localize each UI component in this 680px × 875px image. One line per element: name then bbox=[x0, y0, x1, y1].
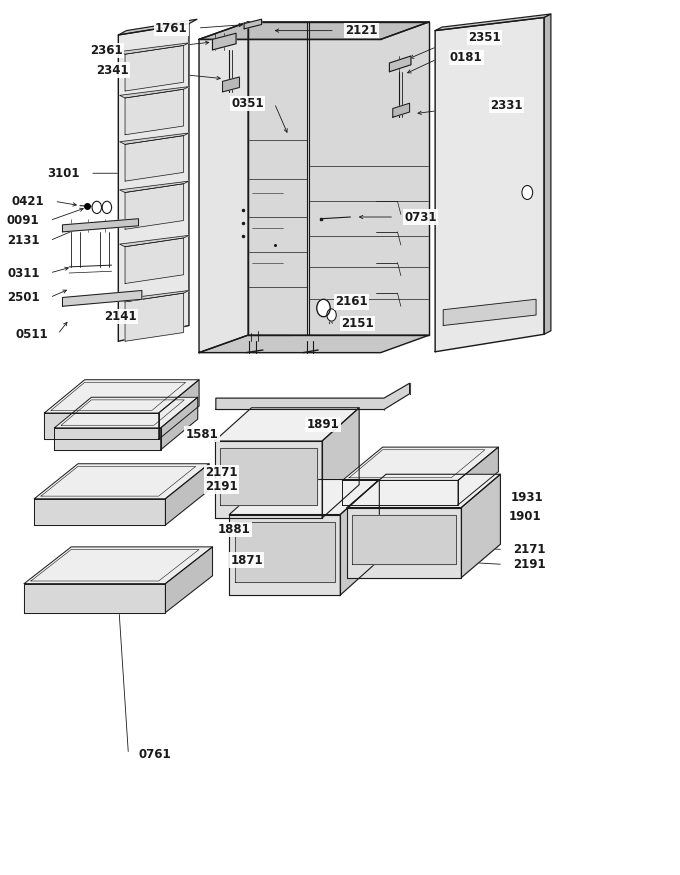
Text: 2331: 2331 bbox=[490, 99, 523, 111]
Text: 1581: 1581 bbox=[186, 428, 218, 440]
Polygon shape bbox=[322, 408, 359, 518]
Polygon shape bbox=[199, 22, 248, 353]
Polygon shape bbox=[120, 87, 189, 98]
Polygon shape bbox=[160, 397, 198, 450]
Text: 0311: 0311 bbox=[7, 267, 39, 279]
Polygon shape bbox=[352, 514, 456, 564]
Polygon shape bbox=[44, 413, 158, 439]
Circle shape bbox=[317, 299, 330, 317]
Polygon shape bbox=[165, 464, 209, 525]
Circle shape bbox=[102, 201, 112, 214]
Polygon shape bbox=[443, 299, 536, 326]
Polygon shape bbox=[229, 514, 340, 595]
Polygon shape bbox=[347, 474, 500, 508]
Polygon shape bbox=[125, 293, 184, 341]
Polygon shape bbox=[120, 290, 189, 302]
Text: 1761: 1761 bbox=[155, 22, 188, 34]
Circle shape bbox=[327, 309, 337, 321]
Text: 2361: 2361 bbox=[90, 45, 123, 57]
Text: 1901: 1901 bbox=[509, 510, 541, 522]
Polygon shape bbox=[462, 474, 500, 578]
Text: 0761: 0761 bbox=[139, 748, 171, 760]
Text: 2191: 2191 bbox=[513, 558, 546, 570]
Polygon shape bbox=[340, 480, 379, 595]
Polygon shape bbox=[435, 14, 551, 31]
Polygon shape bbox=[214, 441, 322, 518]
Circle shape bbox=[92, 201, 101, 214]
Text: 1871: 1871 bbox=[231, 554, 263, 566]
Polygon shape bbox=[347, 507, 462, 578]
Polygon shape bbox=[54, 397, 198, 428]
Polygon shape bbox=[34, 499, 165, 525]
Polygon shape bbox=[220, 448, 317, 505]
Polygon shape bbox=[235, 522, 335, 582]
Polygon shape bbox=[118, 24, 189, 341]
Text: 2171: 2171 bbox=[205, 466, 237, 479]
Polygon shape bbox=[34, 464, 209, 499]
Text: 0351: 0351 bbox=[232, 97, 265, 109]
Polygon shape bbox=[199, 22, 429, 39]
Text: 2121: 2121 bbox=[345, 24, 377, 37]
Polygon shape bbox=[222, 77, 239, 92]
Polygon shape bbox=[125, 89, 184, 135]
Text: 1891: 1891 bbox=[307, 418, 339, 430]
Polygon shape bbox=[212, 33, 236, 50]
Polygon shape bbox=[214, 408, 359, 441]
Polygon shape bbox=[118, 19, 197, 35]
Text: 3101: 3101 bbox=[48, 167, 80, 179]
Polygon shape bbox=[393, 103, 409, 117]
Polygon shape bbox=[165, 547, 212, 612]
Text: 0511: 0511 bbox=[15, 328, 48, 340]
Polygon shape bbox=[24, 584, 165, 612]
Polygon shape bbox=[125, 238, 184, 284]
Text: 0091: 0091 bbox=[7, 214, 39, 227]
Text: 1931: 1931 bbox=[511, 491, 543, 503]
Polygon shape bbox=[342, 480, 458, 505]
Polygon shape bbox=[24, 547, 212, 584]
Polygon shape bbox=[120, 181, 189, 192]
Polygon shape bbox=[342, 447, 498, 480]
Circle shape bbox=[522, 186, 532, 200]
Polygon shape bbox=[244, 19, 262, 29]
Text: 2191: 2191 bbox=[205, 480, 237, 493]
Polygon shape bbox=[390, 56, 411, 72]
Text: 2351: 2351 bbox=[468, 31, 500, 44]
Polygon shape bbox=[54, 428, 160, 450]
Polygon shape bbox=[120, 133, 189, 144]
Polygon shape bbox=[216, 383, 409, 410]
Text: 2341: 2341 bbox=[96, 64, 129, 76]
Polygon shape bbox=[158, 380, 199, 439]
Polygon shape bbox=[229, 480, 379, 514]
Text: 2151: 2151 bbox=[341, 318, 373, 330]
Polygon shape bbox=[120, 43, 189, 54]
Polygon shape bbox=[63, 219, 139, 232]
Polygon shape bbox=[458, 447, 498, 505]
Text: 2131: 2131 bbox=[7, 234, 39, 247]
Polygon shape bbox=[125, 184, 184, 229]
Text: 1881: 1881 bbox=[218, 523, 251, 536]
Polygon shape bbox=[544, 14, 551, 334]
Text: 2501: 2501 bbox=[7, 291, 39, 304]
Text: 2141: 2141 bbox=[104, 311, 137, 323]
Polygon shape bbox=[435, 18, 544, 352]
Polygon shape bbox=[125, 46, 184, 91]
Text: 0731: 0731 bbox=[404, 211, 437, 223]
Text: 0181: 0181 bbox=[450, 52, 483, 64]
Polygon shape bbox=[44, 380, 199, 413]
Polygon shape bbox=[125, 136, 184, 181]
Polygon shape bbox=[120, 235, 189, 247]
Text: 2161: 2161 bbox=[336, 296, 368, 308]
Polygon shape bbox=[63, 290, 142, 306]
Polygon shape bbox=[199, 335, 429, 353]
Polygon shape bbox=[248, 22, 429, 335]
Text: 0421: 0421 bbox=[12, 195, 44, 207]
Text: 2171: 2171 bbox=[513, 543, 545, 556]
